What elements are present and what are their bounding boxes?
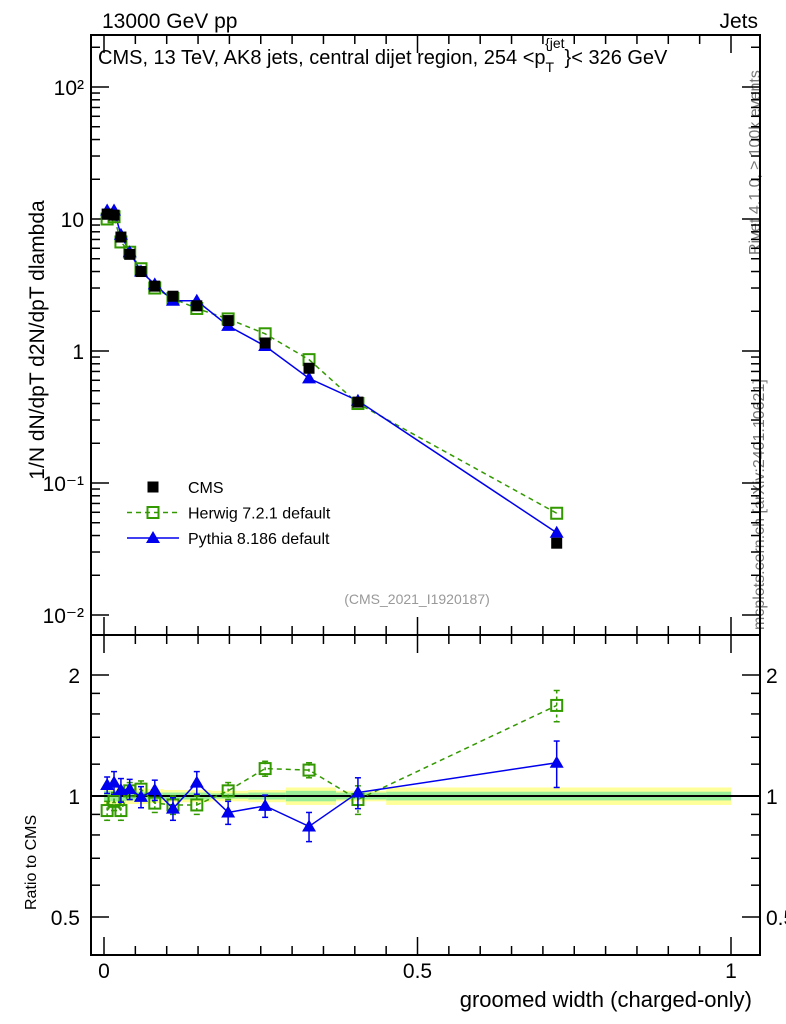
ratio-point [221, 805, 236, 818]
y-tick-label: 10⁻¹ [43, 473, 84, 496]
legend-entry: Pythia 8.186 default [188, 531, 330, 548]
ratio-y-tick-label: 2 [68, 665, 80, 688]
chart-title: CMS, 13 TeV, AK8 jets, central dijet reg… [98, 35, 668, 75]
data-point [135, 266, 147, 278]
data-point [222, 315, 234, 327]
data-point [352, 396, 364, 408]
y-tick-label: 10² [54, 77, 84, 100]
ratio-point [302, 763, 316, 777]
ratio-point [122, 782, 137, 795]
legend: CMS Herwig 7.2.1 default Pythia 8.186 defa… [127, 480, 331, 548]
header-right: Jets [719, 10, 758, 33]
ratio-y-label: Ratio to CMS [23, 815, 40, 910]
ratio-y-tick-label: 1 [68, 786, 80, 809]
legend-marker [146, 506, 160, 519]
data-point [551, 537, 563, 549]
data-point [149, 280, 161, 292]
data-point [124, 248, 136, 260]
series-layer [91, 203, 760, 843]
x-axis-label: groomed width (charged-only) [460, 987, 752, 1012]
ratio-point [147, 782, 162, 795]
ratio-point [302, 819, 317, 832]
legend-marker [147, 481, 159, 493]
ratio-point [165, 801, 180, 814]
header-left: 13000 GeV pp [102, 10, 237, 33]
y-tick-label: 1 [72, 341, 84, 364]
x-tick-label: 0 [98, 960, 110, 983]
ratio-point [190, 798, 204, 812]
watermark: (CMS_2021_I1920187) [344, 591, 490, 607]
ratio-point [550, 698, 564, 712]
rivet-label: Rivet 4.1.0, ≥ 100k events [747, 70, 764, 255]
data-point [101, 208, 113, 220]
y-axis-label: 1/N dN/dpT d2N/dpT dlambda [26, 200, 49, 480]
data-point [550, 506, 564, 520]
ratio-y-tick-label-right: 2 [766, 665, 778, 688]
x-tick-label: 1 [725, 960, 737, 983]
data-point [259, 337, 271, 349]
ratio-y-tick-label: 0.5 [51, 907, 80, 930]
series-line-2 [107, 209, 558, 534]
data-point [549, 525, 564, 538]
ratio-point [350, 785, 365, 798]
data-point [302, 371, 317, 384]
series-line-1 [106, 215, 558, 514]
ratio-y-tick-label-right: 1 [766, 786, 778, 809]
ratio-point [133, 789, 148, 802]
data-point [108, 209, 120, 221]
x-tick-label: 0.5 [403, 960, 432, 983]
y-tick-label: 10⁻² [43, 605, 84, 628]
legend-entry: CMS [188, 480, 224, 497]
legend-entry: Herwig 7.2.1 default [188, 506, 331, 523]
legend-marker [146, 531, 160, 543]
ratio-point [549, 755, 564, 768]
ratio-y-tick-label-right: 0.5 [766, 907, 786, 930]
data-point [191, 300, 203, 312]
y-tick-label: 10 [61, 209, 84, 232]
ratio-point [258, 762, 272, 776]
ratio-point [221, 784, 235, 798]
data-point [115, 231, 127, 243]
ratio-point [114, 804, 128, 818]
ratio-point [258, 798, 273, 811]
data-point [303, 362, 315, 374]
axis-ticks: 10⁻² 10⁻¹ 1 10 10² 0.5 0.5 1 1 2 2 0 0.5 1 [43, 35, 786, 983]
data-point [167, 290, 179, 302]
ratio-point [189, 775, 204, 788]
ratio-point [107, 775, 122, 788]
